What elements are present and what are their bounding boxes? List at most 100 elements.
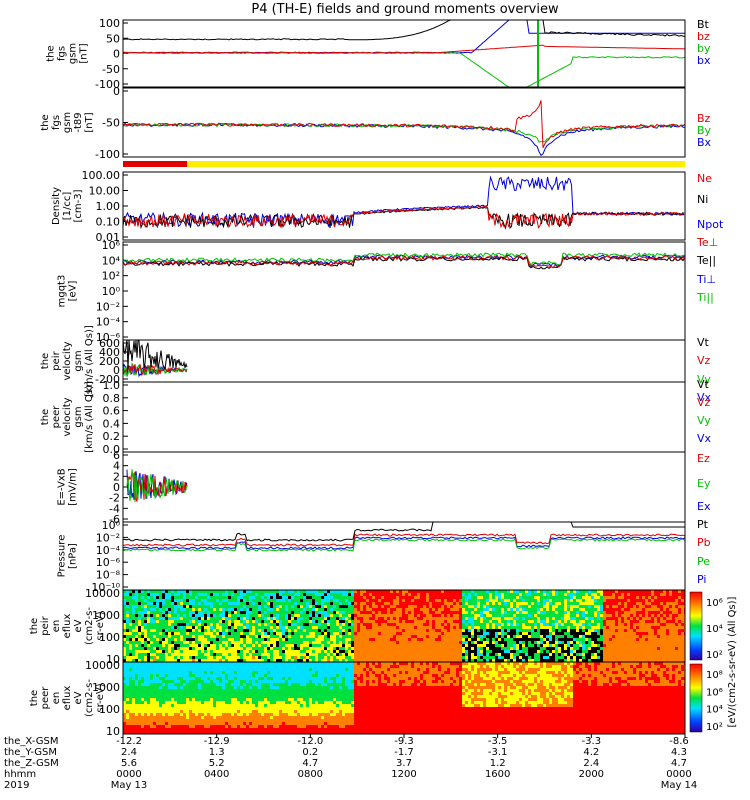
y-axis-label: (cm2-s- bbox=[84, 679, 95, 717]
y-tick-label: -2 bbox=[109, 492, 120, 505]
series-red bbox=[126, 470, 188, 502]
x-tick-x-gsm: -8.6 bbox=[669, 736, 689, 747]
x-row-label: the_X-GSM bbox=[4, 736, 58, 747]
y-tick-label: 10⁻¹⁰ bbox=[91, 581, 120, 594]
y-tick-label: 1000 bbox=[92, 681, 120, 694]
x-tick-hhmm: 0000 bbox=[666, 769, 691, 780]
y-tick-label: 10⁻² bbox=[96, 531, 120, 544]
x-tick-y-gsm: -1.7 bbox=[394, 747, 414, 758]
panel-frame bbox=[122, 381, 686, 453]
y-axis-label: eV bbox=[73, 691, 84, 704]
series-red bbox=[122, 364, 187, 376]
y-tick-label: -100 bbox=[95, 148, 120, 161]
y-axis-label: the bbox=[40, 114, 51, 130]
legend-Ti⊥: Ti⊥ bbox=[696, 273, 716, 286]
y-axis-label: [km/s (All Qs)] bbox=[84, 381, 95, 453]
legend-Pe: Pe bbox=[697, 555, 710, 568]
x-row-label: the_Y-GSM bbox=[4, 747, 57, 758]
series-bt bbox=[122, 19, 686, 41]
x-tick-date: May 14 bbox=[661, 780, 698, 791]
y-axis-label: sr-eV) bbox=[95, 611, 106, 640]
panel-frame bbox=[122, 87, 686, 158]
y-axis-label: fgs bbox=[51, 115, 62, 130]
y-tick-label: 10⁻² bbox=[96, 300, 120, 313]
y-axis-label: peer bbox=[40, 686, 51, 710]
series-black bbox=[122, 339, 188, 371]
y-tick-label: 0 bbox=[113, 48, 120, 61]
y-tick-label: 10⁻⁸ bbox=[96, 569, 121, 582]
y-tick-label: 100 bbox=[99, 703, 120, 716]
y-tick-label: 400 bbox=[99, 346, 120, 359]
y-tick-label: 1000 bbox=[92, 609, 120, 622]
legend-Te||: Te|| bbox=[696, 254, 716, 267]
panel-temperature: 10⁶ 10⁴ 10² 10⁰ 10⁻² 10⁻⁴ 10⁻⁶ mgqt3 [eV] Te⊥ Te||… bbox=[57, 236, 719, 344]
x-tick-y-gsm: 4.3 bbox=[671, 747, 687, 758]
x-tick-z-gsm: 5.2 bbox=[209, 758, 225, 769]
y-tick-label: 0 bbox=[113, 364, 120, 377]
x-row-label: 2019 bbox=[4, 780, 29, 791]
series-green bbox=[126, 469, 188, 503]
series-red bbox=[122, 254, 686, 269]
series-bz bbox=[122, 44, 686, 54]
series-red bbox=[122, 100, 686, 149]
colorbar-tick: 10² bbox=[706, 722, 723, 733]
y-tick-label: 10⁻⁶ bbox=[96, 556, 121, 569]
y-tick-label: 600 bbox=[99, 337, 120, 350]
y-axis-label: E=-VxB bbox=[57, 468, 68, 505]
x-row-label: the_Z-GSM bbox=[4, 758, 59, 769]
x-tick-x-gsm: -12.9 bbox=[204, 736, 230, 747]
y-tick-label: -6 bbox=[109, 513, 120, 526]
y-tick-label: 10² bbox=[102, 270, 120, 283]
y-axis-label: en bbox=[51, 620, 62, 633]
x-tick-z-gsm: 1.2 bbox=[490, 758, 506, 769]
x-tick-y-gsm: 4.2 bbox=[583, 747, 599, 758]
y-axis-label: the bbox=[29, 618, 40, 634]
panel-frame bbox=[122, 19, 686, 88]
series-green bbox=[122, 538, 686, 552]
legend-Vt: Vt bbox=[697, 378, 710, 391]
y-tick-label: -4 bbox=[109, 502, 120, 515]
y-axis-label: eV bbox=[73, 619, 84, 632]
legend-Vt: Vt bbox=[697, 336, 710, 349]
panel-peir-spectrogram: 10000 1000 100 10 the peir en eflux eV (cm2-s-sr-… bbox=[29, 587, 128, 666]
y-axis-label: the bbox=[29, 690, 40, 706]
y-axis-label: mgqt3 bbox=[57, 275, 68, 308]
colorbar-label: [eV/(cm2-s-sr-eV) (All Qs)] bbox=[727, 596, 738, 727]
colorbar bbox=[689, 591, 703, 661]
mode-bar bbox=[123, 161, 685, 167]
y-tick-label: 0.0 bbox=[103, 443, 121, 456]
legend-bz: bz bbox=[697, 30, 710, 43]
colorbar-tick: 10⁴ bbox=[706, 624, 723, 635]
y-axis-label: en bbox=[51, 692, 62, 705]
x-tick-x-gsm: -12.2 bbox=[116, 736, 142, 747]
y-tick-label: 10⁶ bbox=[102, 239, 121, 252]
x-tick-x-gsm: -12.0 bbox=[297, 736, 323, 747]
legend-Bt: Bt bbox=[697, 18, 710, 31]
y-axis-label: (cm2-s- bbox=[84, 607, 95, 645]
x-tick-hhmm: 1600 bbox=[485, 769, 510, 780]
y-tick-label: 1.0 bbox=[103, 379, 121, 392]
legend-Pb: Pb bbox=[697, 536, 711, 549]
panel-peer-spectrogram-image bbox=[123, 662, 685, 734]
legend-Bz: Bz bbox=[697, 112, 711, 125]
x-tick-hhmm: 0800 bbox=[298, 769, 323, 780]
panel-peir-velocity-traces bbox=[122, 339, 188, 378]
panel-peer-spectrogram: 10000 1000 100 10 the peer en eflux eV (cm2-s-sr-… bbox=[29, 659, 128, 738]
x-tick-hhmm: 2000 bbox=[579, 769, 604, 780]
y-tick-label: 10⁻⁴ bbox=[96, 316, 121, 329]
y-axis-label: [cm-3] bbox=[73, 189, 84, 222]
panel-peir-spectrogram-image bbox=[123, 590, 685, 662]
y-axis-label: [nT] bbox=[84, 112, 95, 132]
y-tick-label: 10⁻⁶ bbox=[96, 331, 121, 344]
panel-fgs-t89-traces bbox=[122, 100, 686, 157]
series-blue bbox=[122, 175, 685, 228]
legend-Te⊥: Te⊥ bbox=[696, 236, 718, 249]
colorbar-tick: 10² bbox=[706, 650, 723, 661]
y-axis-label: gsm bbox=[73, 350, 84, 371]
panel-frame bbox=[122, 521, 686, 591]
legend-Ti||: Ti|| bbox=[696, 291, 714, 304]
